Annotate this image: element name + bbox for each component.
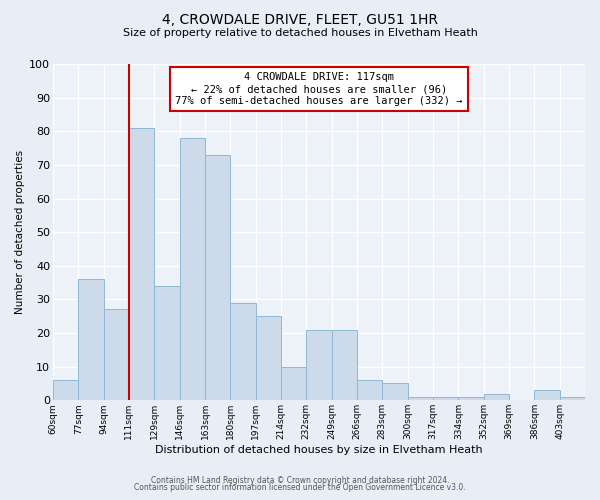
Text: Size of property relative to detached houses in Elvetham Heath: Size of property relative to detached ho… bbox=[122, 28, 478, 38]
Bar bbox=[535, 390, 560, 400]
Bar bbox=[357, 380, 382, 400]
Text: 4 CROWDALE DRIVE: 117sqm
← 22% of detached houses are smaller (96)
77% of semi-d: 4 CROWDALE DRIVE: 117sqm ← 22% of detach… bbox=[175, 72, 463, 106]
Bar bbox=[382, 384, 407, 400]
Bar bbox=[332, 330, 357, 400]
Bar bbox=[78, 279, 104, 400]
Bar bbox=[256, 316, 281, 400]
Bar bbox=[433, 397, 458, 400]
Bar bbox=[484, 394, 509, 400]
X-axis label: Distribution of detached houses by size in Elvetham Heath: Distribution of detached houses by size … bbox=[155, 445, 483, 455]
Bar bbox=[53, 380, 78, 400]
Text: Contains public sector information licensed under the Open Government Licence v3: Contains public sector information licen… bbox=[134, 484, 466, 492]
Bar bbox=[230, 303, 256, 400]
Bar bbox=[179, 138, 205, 400]
Bar bbox=[307, 330, 332, 400]
Bar bbox=[104, 310, 129, 400]
Y-axis label: Number of detached properties: Number of detached properties bbox=[15, 150, 25, 314]
Bar bbox=[458, 397, 484, 400]
Bar bbox=[407, 397, 433, 400]
Bar bbox=[281, 366, 307, 400]
Bar bbox=[560, 397, 585, 400]
Bar bbox=[154, 286, 179, 401]
Bar bbox=[205, 155, 230, 400]
Text: 4, CROWDALE DRIVE, FLEET, GU51 1HR: 4, CROWDALE DRIVE, FLEET, GU51 1HR bbox=[162, 12, 438, 26]
Bar bbox=[129, 128, 154, 400]
Text: Contains HM Land Registry data © Crown copyright and database right 2024.: Contains HM Land Registry data © Crown c… bbox=[151, 476, 449, 485]
